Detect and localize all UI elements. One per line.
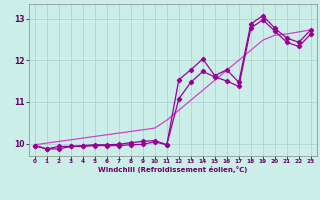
X-axis label: Windchill (Refroidissement éolien,°C): Windchill (Refroidissement éolien,°C) xyxy=(98,166,247,173)
